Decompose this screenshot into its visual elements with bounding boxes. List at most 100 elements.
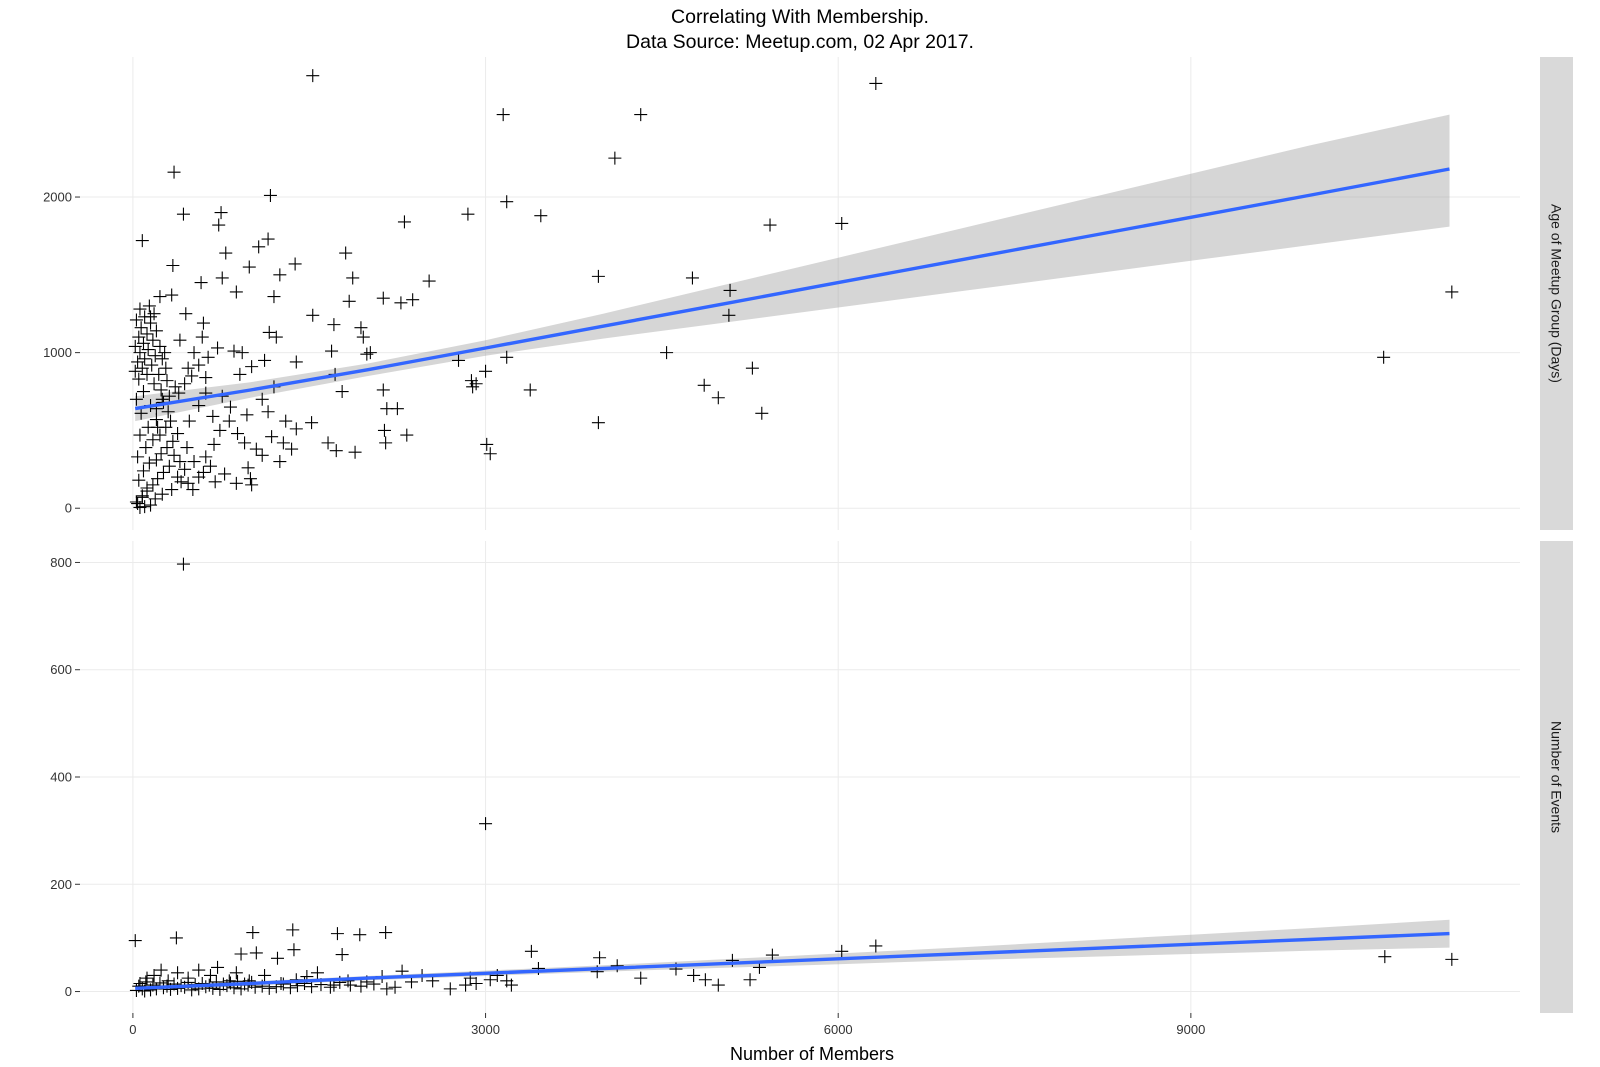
data-point-age-92: [218, 467, 232, 481]
data-point-events-14: [869, 939, 883, 953]
data-point-age-98: [223, 400, 237, 414]
data-point-age-93: [279, 414, 293, 428]
data-point-age-30: [422, 274, 436, 288]
data-point-age-159: [138, 310, 152, 324]
data-point-age-18: [252, 240, 266, 254]
data-point-age-109: [233, 367, 247, 381]
data-point-age-179: [149, 453, 163, 467]
trend-line-age: [134, 167, 1450, 411]
data-point-age-81: [483, 447, 497, 461]
data-point-events-28: [698, 973, 712, 987]
data-point-age-20: [339, 246, 353, 260]
data-point-age-56: [1445, 285, 1459, 299]
data-point-events-13: [335, 948, 349, 962]
data-point-events-17: [765, 948, 779, 962]
data-point-events-85: [276, 977, 290, 991]
data-point-age-113: [187, 455, 201, 469]
data-point-events-10: [249, 946, 263, 960]
data-point-events-103: [146, 978, 160, 992]
x-tick-label-1: 3000: [471, 1022, 500, 1037]
data-point-age-175: [153, 428, 167, 442]
data-point-age-19: [219, 246, 233, 260]
x-tick-label-2: 6000: [824, 1022, 853, 1037]
data-point-age-188: [173, 455, 187, 469]
data-point-age-39: [342, 294, 356, 308]
data-point-age-31: [723, 283, 737, 297]
data-point-age-3: [634, 108, 648, 122]
data-point-age-90: [208, 475, 222, 489]
data-point-events-36: [443, 982, 457, 996]
data-point-age-102: [195, 330, 209, 344]
data-point-age-100: [181, 361, 195, 375]
data-point-age-195: [207, 437, 221, 451]
y-tick-label-age-0: 0: [65, 501, 72, 516]
data-point-events-58: [161, 974, 175, 988]
data-point-age-115: [203, 459, 217, 473]
data-point-events-9: [287, 943, 301, 957]
data-point-events-27: [743, 973, 757, 987]
data-point-age-174: [159, 420, 173, 434]
data-point-age-74: [376, 383, 390, 397]
data-point-events-4: [246, 926, 260, 940]
data-point-age-84: [348, 445, 362, 459]
data-point-age-201: [265, 430, 279, 444]
data-point-age-130: [139, 441, 153, 455]
data-point-age-71: [335, 385, 349, 399]
data-point-age-8: [176, 207, 190, 221]
chart-title: Correlating With Membership.: [671, 6, 929, 28]
data-point-events-2: [128, 934, 142, 948]
data-point-age-156: [134, 321, 148, 335]
data-point-age-53: [660, 346, 674, 360]
data-point-age-66: [711, 391, 725, 405]
data-point-age-133: [141, 420, 155, 434]
data-point-age-49: [356, 330, 370, 344]
data-point-age-215: [182, 414, 196, 428]
data-point-age-138: [136, 385, 150, 399]
data-point-events-55: [192, 963, 206, 977]
data-point-age-38: [229, 285, 243, 299]
data-point-age-147: [148, 349, 162, 363]
data-point-age-196: [213, 423, 227, 437]
data-point-age-190: [171, 470, 185, 484]
data-point-age-137: [129, 392, 143, 406]
data-point-events-35: [459, 978, 473, 992]
data-point-events-26: [711, 978, 725, 992]
data-point-events-25: [687, 968, 701, 982]
data-point-age-15: [835, 216, 849, 230]
data-point-age-211: [178, 377, 192, 391]
data-point-age-162: [142, 299, 156, 313]
data-point-events-69: [164, 982, 178, 996]
data-point-age-9: [214, 206, 228, 220]
data-point-age-78: [377, 423, 391, 437]
data-point-age-155: [149, 324, 163, 338]
data-point-age-193: [192, 470, 206, 484]
data-point-age-4: [608, 151, 622, 165]
data-point-age-183: [146, 478, 160, 492]
y-tick-label-age-2: 2000: [43, 190, 72, 205]
data-point-age-7: [500, 195, 514, 209]
data-point-age-200: [249, 442, 263, 456]
data-point-age-131: [146, 433, 160, 447]
data-point-age-142: [128, 364, 142, 378]
data-point-age-129: [131, 450, 145, 464]
data-point-age-111: [171, 427, 185, 441]
data-point-events-6: [330, 927, 344, 941]
data-point-age-22: [242, 260, 256, 274]
data-point-age-47: [262, 325, 276, 339]
confidence-band-age: [135, 114, 1450, 422]
data-point-events-5: [286, 923, 300, 937]
data-point-events-23: [1445, 952, 1459, 966]
data-point-age-120: [144, 498, 158, 512]
data-point-age-103: [173, 333, 187, 347]
data-point-events-15: [835, 944, 849, 958]
data-point-age-91: [229, 476, 243, 490]
data-point-age-112: [180, 441, 194, 455]
data-point-age-80: [480, 437, 494, 451]
data-point-age-104: [168, 380, 182, 394]
data-point-age-1: [869, 76, 883, 90]
data-point-age-45: [722, 308, 736, 322]
data-point-age-14: [763, 218, 777, 232]
data-point-age-33: [376, 291, 390, 305]
data-point-age-107: [206, 409, 220, 423]
data-point-age-55: [1377, 350, 1391, 364]
